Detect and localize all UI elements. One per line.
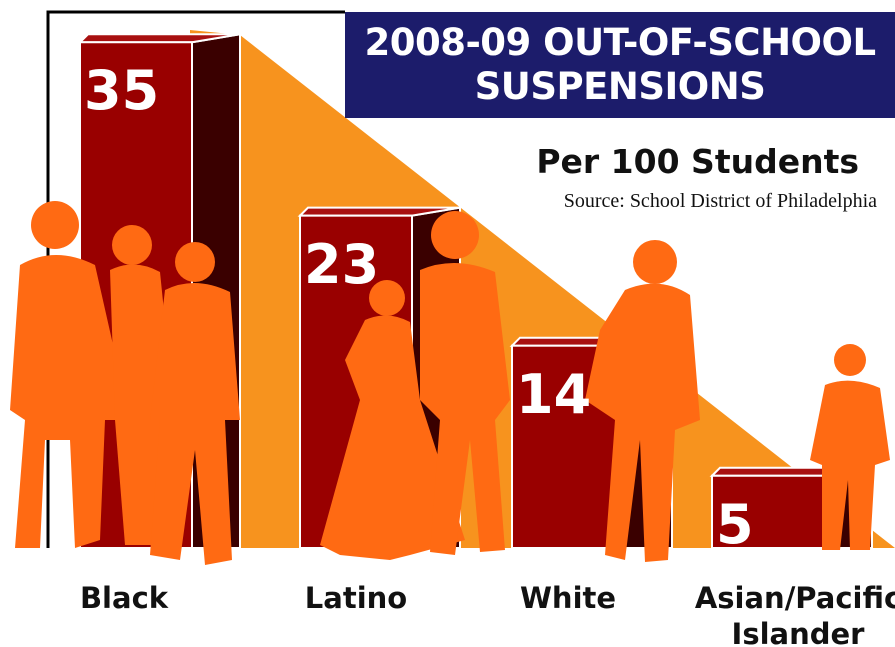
silhouette: [112, 225, 152, 265]
x-tick-label: White: [453, 580, 683, 616]
infographic: 2008-09 OUT-OF-SCHOOL SUSPENSIONS Per 10…: [0, 0, 895, 647]
value-label: 5: [716, 498, 754, 552]
value-label: 14: [516, 368, 591, 422]
silhouette: [834, 344, 866, 376]
silhouette: [633, 240, 677, 284]
source-note: Source: School District of Philadelphia: [564, 190, 877, 213]
x-tick-label: Black: [9, 580, 239, 616]
chart-subtitle: Per 100 Students: [536, 142, 859, 181]
silhouette: [175, 242, 215, 282]
value-label: 35: [84, 64, 159, 118]
silhouette: [431, 211, 479, 259]
value-label: 23: [304, 238, 379, 292]
silhouette: [31, 201, 79, 249]
silhouette: [810, 381, 890, 550]
x-tick-label: Asian/Pacific Islander: [683, 580, 895, 647]
x-tick-label: Latino: [241, 580, 471, 616]
chart-title: 2008-09 OUT-OF-SCHOOL SUSPENSIONS: [345, 12, 895, 118]
